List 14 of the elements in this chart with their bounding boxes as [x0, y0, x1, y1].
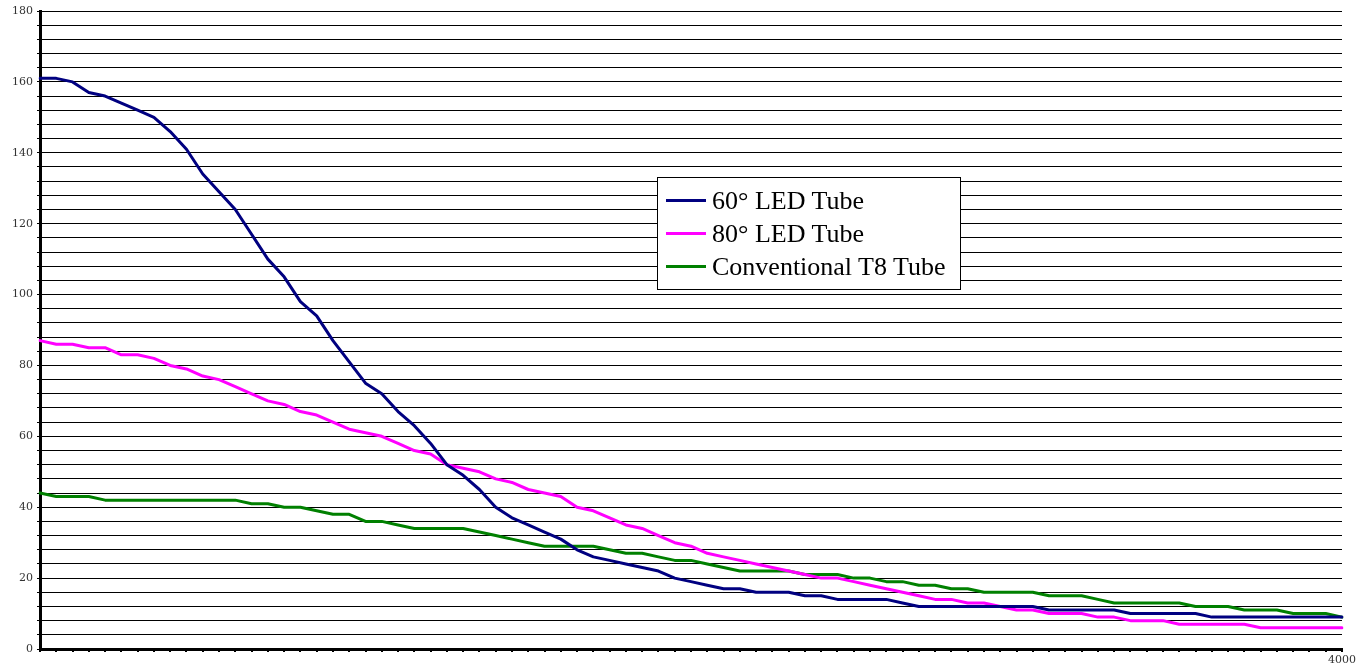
y-tick-label: 160 — [12, 74, 33, 88]
y-tick-label: 80 — [19, 358, 33, 372]
y-tick-label: 20 — [19, 570, 33, 584]
legend-label: Conventional T8 Tube — [712, 251, 946, 283]
y-tick-label: 0 — [26, 641, 33, 655]
x-tick-label: 4000 — [1328, 653, 1356, 667]
y-tick-label: 40 — [19, 500, 33, 514]
y-tick-label: 180 — [12, 3, 33, 17]
legend-label: 60° LED Tube — [712, 185, 864, 217]
y-tick-label: 140 — [12, 145, 33, 159]
y-tick-label: 100 — [12, 287, 33, 301]
legend-label: 80° LED Tube — [712, 218, 864, 250]
y-tick-label: 60 — [19, 429, 33, 443]
y-tick-label: 120 — [12, 216, 33, 230]
